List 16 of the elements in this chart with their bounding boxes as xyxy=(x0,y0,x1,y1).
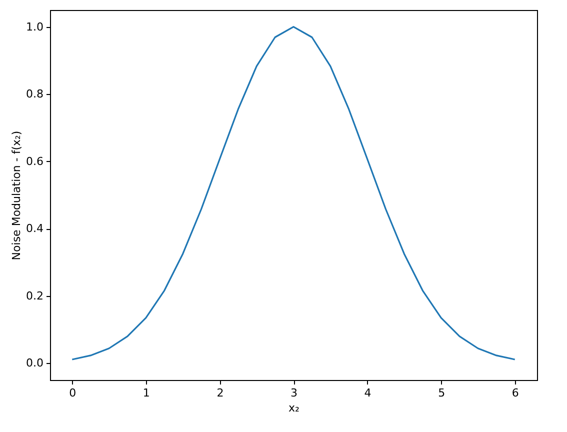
x-tick-label: 3 xyxy=(290,386,298,400)
y-axis-title: Noise Modulation - f(x₂) xyxy=(10,130,24,260)
x-tick-label: 1 xyxy=(142,386,150,400)
y-tick-label: 0.6 xyxy=(26,154,44,168)
line-series xyxy=(71,26,516,360)
x-tick-label: 5 xyxy=(438,386,446,400)
x-tick-label: 2 xyxy=(216,386,224,400)
y-tick-label: 0.0 xyxy=(26,356,44,370)
x-tick-label: 0 xyxy=(69,386,76,400)
x-tick-label: 4 xyxy=(364,386,372,400)
y-tick-label: 1.0 xyxy=(26,20,44,34)
x-tick-label: 6 xyxy=(512,386,519,400)
y-tick-label: 0.8 xyxy=(26,88,44,101)
x-axis-title: x₂ xyxy=(288,402,300,414)
y-tick-label: 0.4 xyxy=(26,222,44,236)
y-tick-label: 0.2 xyxy=(26,289,44,302)
